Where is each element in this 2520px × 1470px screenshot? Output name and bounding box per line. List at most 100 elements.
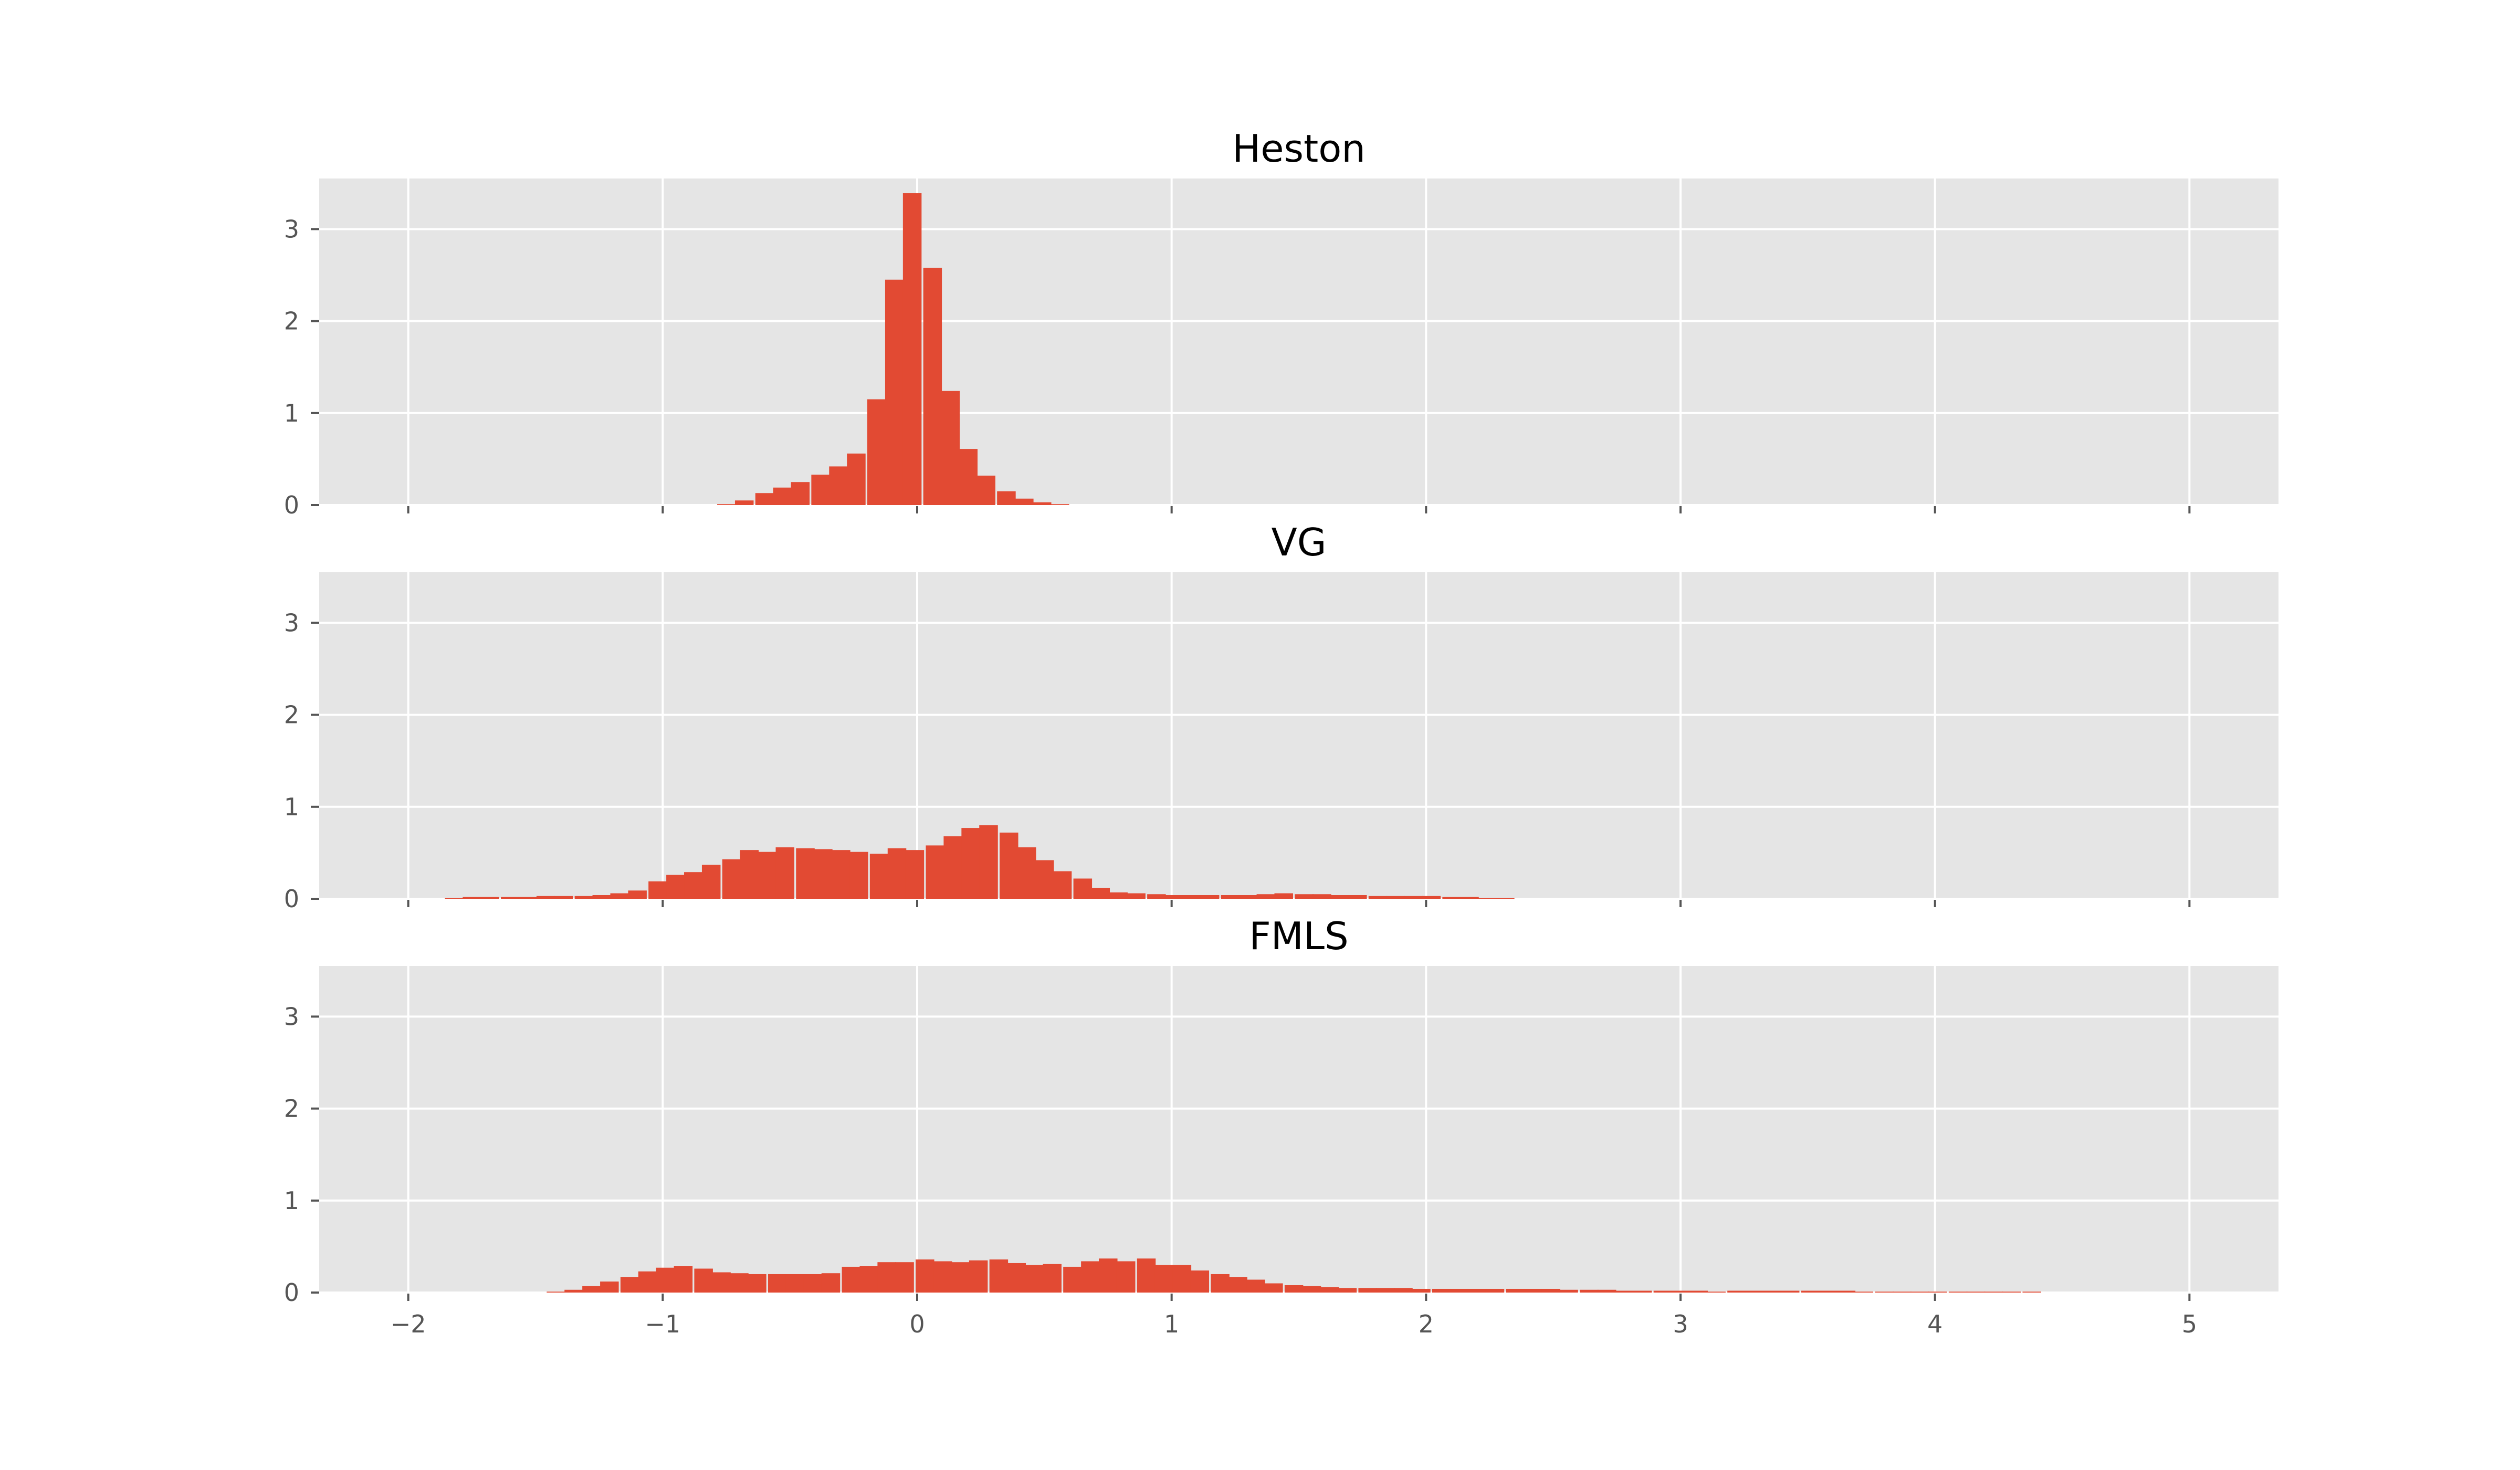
histogram-bar xyxy=(1615,1290,1634,1293)
histogram-bar xyxy=(791,482,810,505)
histogram-bar xyxy=(847,453,866,505)
histogram-bar xyxy=(717,504,736,505)
histogram-bar xyxy=(694,1268,713,1293)
histogram-bar xyxy=(859,1266,878,1293)
histogram-bar xyxy=(620,1277,639,1293)
chart-title: Heston xyxy=(1232,127,1366,171)
histogram-bar xyxy=(666,875,685,899)
histogram-bar xyxy=(582,1286,601,1293)
x-tick-label: 1 xyxy=(1164,1310,1179,1338)
histogram-bar xyxy=(976,475,995,505)
histogram-bar xyxy=(592,895,612,899)
histogram-bar xyxy=(1460,897,1479,899)
histogram-bar xyxy=(1338,1288,1357,1293)
histogram-bar xyxy=(821,1273,841,1293)
histogram-bar xyxy=(1274,893,1293,899)
histogram-bar xyxy=(1745,1290,1764,1293)
histogram-bar xyxy=(1727,1290,1746,1293)
histogram-bar xyxy=(979,825,998,899)
histogram-bar xyxy=(1404,896,1423,899)
histogram-bar xyxy=(768,1274,787,1293)
histogram-bar xyxy=(1432,1288,1451,1293)
histogram-bar xyxy=(773,487,792,505)
histogram-bar xyxy=(943,836,962,899)
histogram-bar xyxy=(1172,1265,1192,1293)
histogram-bar xyxy=(1302,1286,1321,1293)
histogram-bar xyxy=(785,1274,805,1293)
histogram-bar xyxy=(803,1274,823,1293)
histogram-bar xyxy=(1256,894,1276,899)
histogram-bar xyxy=(1966,1292,1986,1293)
histogram-bar xyxy=(1007,1263,1026,1293)
histogram-bar xyxy=(1190,1270,1210,1293)
histogram-bar xyxy=(796,848,815,899)
histogram-bar xyxy=(969,1260,988,1293)
histogram-bar xyxy=(1295,894,1314,899)
histogram-bar xyxy=(1984,1292,2003,1293)
histogram-bar xyxy=(1264,1283,1283,1293)
histogram-bar xyxy=(518,897,538,899)
histogram-bar xyxy=(1412,1288,1431,1293)
histogram-bar xyxy=(1211,1274,1230,1293)
histogram-bar xyxy=(1368,896,1388,899)
histogram-bar xyxy=(1137,1258,1156,1293)
histogram-bar xyxy=(1147,894,1166,899)
histogram-bar xyxy=(1442,897,1461,899)
histogram-bar xyxy=(1836,1290,1856,1293)
histogram-bar xyxy=(941,391,960,505)
histogram-bar xyxy=(547,1292,565,1293)
y-tick-label: 3 xyxy=(284,215,299,243)
histogram-bar xyxy=(554,896,573,899)
histogram-bar xyxy=(926,845,944,899)
chart-title: VG xyxy=(1271,520,1326,564)
histogram-bar xyxy=(1854,1292,1874,1293)
histogram-bar xyxy=(1801,1290,1820,1293)
histogram-bar xyxy=(842,1266,861,1293)
histogram-bar xyxy=(1200,895,1220,899)
histogram-bar xyxy=(536,896,555,899)
histogram-bar xyxy=(480,897,499,899)
histogram-bar xyxy=(951,1262,970,1293)
histogram-bar xyxy=(1541,1288,1560,1293)
histogram-bar xyxy=(755,493,774,505)
histogram-bar xyxy=(775,847,795,899)
histogram-bar xyxy=(1893,1292,1912,1293)
histogram-bar xyxy=(1081,1261,1100,1293)
histogram-bar xyxy=(867,399,886,505)
histogram-bar xyxy=(997,491,1016,505)
histogram-bar xyxy=(1386,896,1405,899)
histogram-bar xyxy=(1109,892,1128,899)
x-tick-label: 0 xyxy=(909,1310,925,1338)
histogram-bar xyxy=(1284,1285,1304,1293)
y-tick-label: 1 xyxy=(284,793,299,821)
histogram-bar xyxy=(1043,1264,1062,1293)
histogram-bar xyxy=(1467,1288,1487,1293)
histogram-bar xyxy=(463,897,481,899)
histogram-bar xyxy=(1485,1288,1505,1293)
y-tick-label: 1 xyxy=(284,399,299,427)
x-tick-label: −2 xyxy=(391,1310,426,1338)
histogram-bar xyxy=(1154,1265,1174,1293)
histogram-bar xyxy=(1330,895,1349,899)
histogram-bar xyxy=(1015,498,1034,505)
y-tick-label: 0 xyxy=(284,1278,299,1307)
histogram-bar xyxy=(1073,878,1093,899)
histogram-bar xyxy=(712,1272,731,1293)
histogram-bar xyxy=(959,449,978,505)
histogram-bar xyxy=(1653,1290,1673,1293)
chart-title: FMLS xyxy=(1249,914,1348,958)
histogram-bar xyxy=(1017,847,1036,899)
histogram-bar xyxy=(1875,1292,1894,1293)
histogram-bar xyxy=(814,849,833,899)
x-tick-label: 4 xyxy=(1927,1310,1942,1338)
histogram-bar xyxy=(916,1259,934,1293)
plot-area xyxy=(319,572,2278,899)
histogram-bar xyxy=(877,1262,896,1293)
histogram-bar xyxy=(610,893,629,899)
histogram-bar xyxy=(1246,1279,1265,1293)
histogram-bar xyxy=(1000,832,1018,899)
histogram-bar xyxy=(1221,895,1240,899)
histogram-bar xyxy=(2002,1292,2021,1293)
plot-area xyxy=(319,966,2278,1293)
x-tick-label: 3 xyxy=(1673,1310,1688,1338)
